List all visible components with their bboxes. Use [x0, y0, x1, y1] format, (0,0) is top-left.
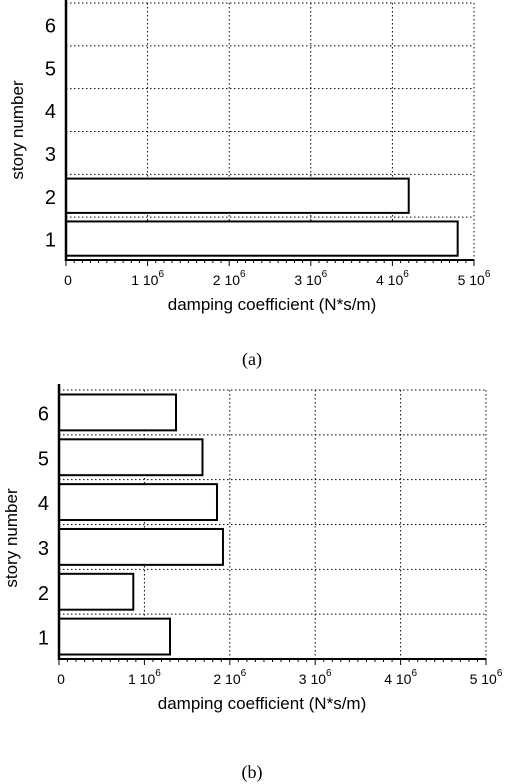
chart-a-bars [65, 177, 459, 257]
x-tick-exponent: 6 [326, 668, 332, 679]
x-tick-base: 5 10 [470, 671, 497, 687]
x-tick-label: 5 106 [458, 269, 491, 288]
y-tick-label: 6 [45, 15, 56, 37]
y-tick-label: 4 [45, 101, 56, 123]
x-tick-base: 2 10 [213, 671, 240, 687]
x-tick-exponent: 6 [403, 269, 409, 280]
x-tick-base: 0 [57, 671, 65, 687]
x-tick-exponent: 6 [241, 668, 247, 679]
chart-a-y-tick-labels: 1 2 3 4 5 6 [45, 15, 56, 251]
x-tick-label: 1 106 [131, 269, 164, 288]
bar-story-2 [65, 177, 410, 214]
chart-a-x-axis-label: damping coefficient (N*s/m) [168, 295, 377, 314]
bar-story-4 [58, 483, 218, 522]
x-tick-label: 2 106 [213, 668, 246, 687]
chart-b-axes [57, 384, 487, 665]
x-tick-base: 4 10 [376, 272, 403, 288]
y-tick-label: 2 [38, 583, 49, 605]
x-tick-base: 0 [64, 272, 72, 288]
x-tick-label: 0 [57, 671, 65, 687]
bar-story-1 [58, 617, 172, 656]
y-tick-label: 6 [38, 403, 49, 425]
x-tick-base: 4 10 [384, 671, 411, 687]
x-tick-base: 1 10 [128, 671, 155, 687]
y-tick-label: 3 [45, 144, 56, 166]
x-tick-base: 1 10 [131, 272, 158, 288]
y-tick-label: 4 [38, 493, 49, 515]
chart-a-y-axis-label: story number [8, 80, 27, 180]
y-tick-label: 5 [38, 448, 49, 470]
x-tick-exponent: 6 [411, 668, 417, 679]
y-tick-label: 1 [38, 628, 49, 650]
x-tick-exponent: 6 [240, 269, 246, 280]
chart-a-axes [64, 0, 475, 266]
x-tick-base: 3 10 [294, 272, 321, 288]
x-tick-exponent: 6 [485, 269, 491, 280]
x-tick-label: 5 106 [470, 668, 503, 687]
x-tick-exponent: 6 [158, 269, 164, 280]
y-tick-label: 3 [38, 538, 49, 560]
bar-story-2 [58, 572, 135, 611]
bar-story-1 [65, 220, 459, 257]
chart-b-bars [58, 393, 224, 656]
x-tick-label: 1 106 [128, 668, 161, 687]
y-tick-label: 5 [45, 58, 56, 80]
bar-story-5 [58, 438, 204, 477]
x-tick-label: 2 106 [213, 269, 246, 288]
chart-a-gridlines [66, 2, 475, 260]
chart-b-caption: (b) [242, 762, 263, 783]
x-tick-label: 4 106 [376, 269, 409, 288]
x-tick-label: 3 106 [294, 269, 327, 288]
chart-b-y-axis-label: story number [2, 488, 21, 588]
x-tick-base: 3 10 [299, 671, 326, 687]
y-tick-label: 1 [45, 230, 56, 252]
y-tick-label: 2 [45, 187, 56, 209]
chart-b-gridlines [59, 389, 487, 659]
x-tick-label: 4 106 [384, 668, 417, 687]
chart-b-y-tick-labels: 1 2 3 4 5 6 [38, 403, 49, 649]
x-tick-exponent: 6 [497, 668, 503, 679]
x-tick-base: 5 10 [458, 272, 485, 288]
bar-story-3 [58, 527, 224, 566]
chart-a-caption: (a) [242, 349, 262, 370]
bar-story-6 [58, 393, 177, 432]
x-tick-base: 2 10 [213, 272, 240, 288]
chart-b-x-axis-label: damping coefficient (N*s/m) [158, 694, 367, 713]
x-tick-label: 3 106 [299, 668, 332, 687]
x-tick-exponent: 6 [322, 269, 328, 280]
x-tick-label: 0 [64, 272, 72, 288]
x-tick-exponent: 6 [155, 668, 161, 679]
